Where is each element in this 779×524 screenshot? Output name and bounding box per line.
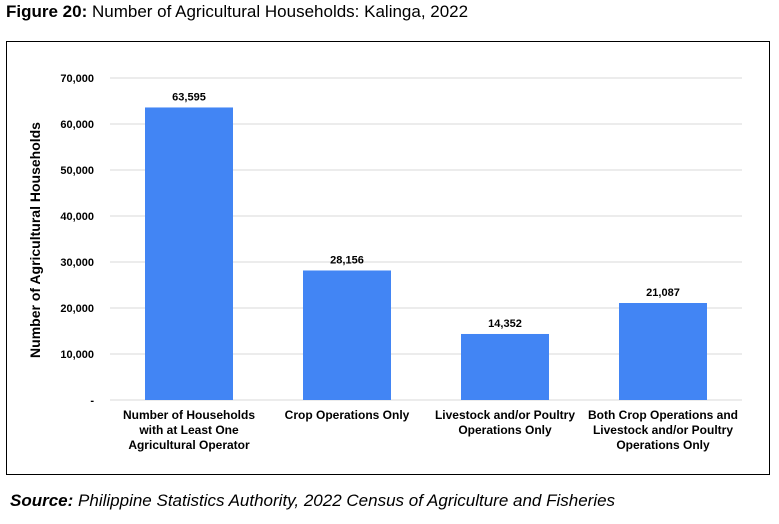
- data-label: 28,156: [330, 254, 364, 266]
- y-tick-label: 20,000: [60, 303, 94, 315]
- x-category-label: Crop Operations Only: [284, 408, 410, 422]
- bar: [303, 270, 391, 400]
- y-tick-label: 40,000: [60, 211, 94, 223]
- bar: [145, 107, 233, 400]
- source-note: Source: Philippine Statistics Authority,…: [10, 491, 615, 511]
- figure-label: Figure 20:: [6, 2, 88, 21]
- source-text: Philippine Statistics Authority, 2022 Ce…: [78, 491, 616, 510]
- y-axis-label: Number of Agricultural Households: [27, 122, 43, 358]
- x-category-label: Livestock and/or Poultry Operations Only: [434, 408, 576, 437]
- data-labels: 63,595 28,156 14,352 21,087: [172, 91, 680, 330]
- bar: [461, 333, 549, 400]
- y-tick-label: -: [90, 395, 94, 407]
- data-label: 21,087: [646, 287, 680, 299]
- y-tick-label: 50,000: [60, 165, 94, 177]
- y-tick-label: 60,000: [60, 119, 94, 131]
- figure-title: Figure 20: Number of Agricultural Househ…: [6, 2, 468, 22]
- y-tick-label: 30,000: [60, 257, 94, 269]
- y-tick-label: 70,000: [60, 73, 94, 85]
- data-label: 14,352: [488, 318, 522, 330]
- figure-title-text: Number of Agricultural Households: Kalin…: [91, 2, 469, 21]
- data-label: 63,595: [172, 91, 206, 103]
- x-category-label: Both Crop Operations and Livestock and/o…: [588, 408, 738, 452]
- y-axis-ticks: - 10,000 20,000 30,000 40,000 50,000 60,000 70,…: [60, 73, 94, 407]
- bar: [619, 302, 707, 400]
- y-tick-label: 10,000: [60, 349, 94, 361]
- x-category-label: Number of Households with at Least One A…: [122, 408, 255, 452]
- source-label: Source:: [10, 491, 74, 510]
- bars: [145, 107, 707, 400]
- chart-frame: [6, 41, 770, 475]
